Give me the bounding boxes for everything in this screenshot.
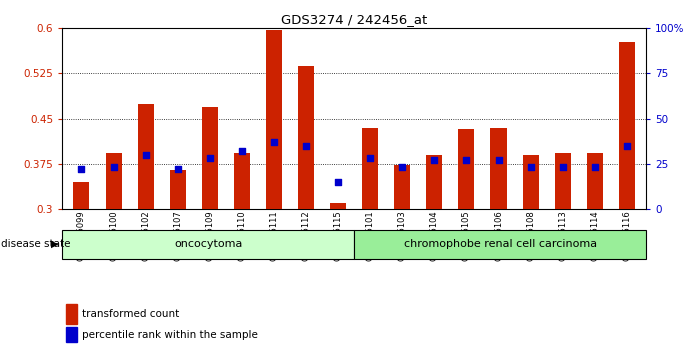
Bar	[395, 165, 410, 209]
Point	[268, 139, 279, 145]
Point	[108, 165, 119, 170]
Point	[493, 157, 504, 163]
Text: disease state: disease state	[1, 239, 70, 249]
Bar	[587, 154, 603, 209]
Point	[140, 152, 151, 158]
Point	[461, 157, 472, 163]
Bar	[555, 154, 571, 209]
Bar	[106, 154, 122, 209]
Bar	[73, 182, 89, 209]
Text: oncocytoma: oncocytoma	[174, 239, 243, 249]
Bar	[491, 127, 507, 209]
Bar	[266, 29, 282, 209]
Point	[172, 166, 183, 172]
Bar	[170, 170, 186, 209]
Point	[76, 166, 87, 172]
Point	[301, 143, 312, 149]
Text: percentile rank within the sample: percentile rank within the sample	[82, 330, 258, 339]
Bar	[426, 155, 442, 209]
Point	[236, 148, 247, 154]
Point	[557, 165, 568, 170]
Text: ▶: ▶	[51, 239, 59, 249]
Point	[621, 143, 632, 149]
Point	[332, 179, 343, 185]
Point	[397, 165, 408, 170]
Bar	[138, 104, 153, 209]
Point	[589, 165, 600, 170]
Bar	[62, 230, 354, 258]
Bar	[330, 203, 346, 209]
Title: GDS3274 / 242456_at: GDS3274 / 242456_at	[281, 13, 427, 26]
Bar	[354, 230, 646, 258]
Bar	[522, 155, 538, 209]
Bar	[298, 66, 314, 209]
Bar	[458, 130, 475, 209]
Text: chromophobe renal cell carcinoma: chromophobe renal cell carcinoma	[404, 239, 596, 249]
Bar	[202, 107, 218, 209]
Bar	[619, 41, 635, 209]
Bar	[362, 127, 378, 209]
Point	[429, 157, 440, 163]
Point	[205, 155, 216, 161]
Bar	[234, 154, 250, 209]
Text: transformed count: transformed count	[82, 309, 179, 319]
Point	[365, 155, 376, 161]
Point	[525, 165, 536, 170]
